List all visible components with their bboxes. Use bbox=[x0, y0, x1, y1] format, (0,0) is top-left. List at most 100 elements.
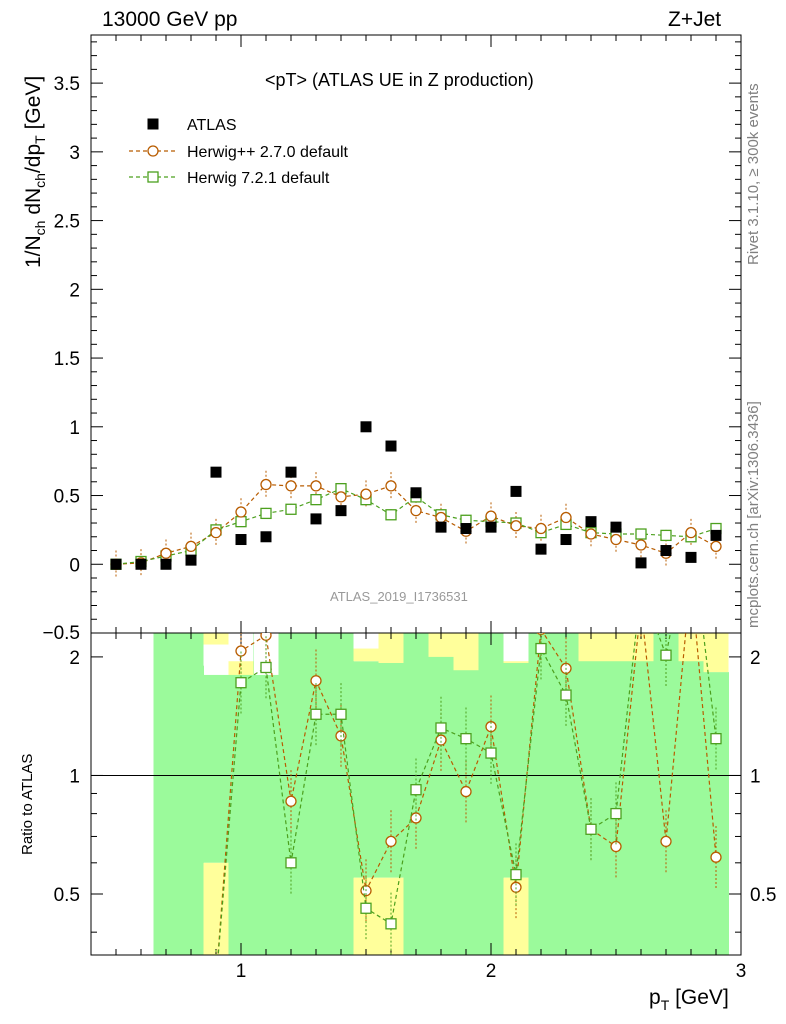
chart-title: <pT> (ATLAS UE in Z production) bbox=[265, 70, 534, 90]
ratio-point bbox=[260, 661, 272, 674]
data-point bbox=[335, 505, 347, 517]
y-tick-label-clipped: −0.5 bbox=[42, 623, 80, 644]
data-point bbox=[260, 478, 272, 491]
ratio-point bbox=[560, 689, 572, 701]
ratio-point bbox=[460, 733, 472, 745]
data-point bbox=[160, 558, 172, 570]
ratio-tick-label-left: 0.5 bbox=[54, 885, 80, 906]
ratio-point bbox=[460, 785, 472, 798]
data-point bbox=[285, 503, 297, 515]
ratio-band-green bbox=[503, 662, 529, 878]
ratio-band-green bbox=[628, 633, 654, 955]
data-point bbox=[285, 480, 297, 492]
data-point bbox=[585, 528, 597, 540]
data-point bbox=[185, 540, 197, 553]
data-point bbox=[310, 480, 322, 492]
data-point bbox=[385, 480, 397, 492]
data-point bbox=[235, 506, 247, 518]
ratio-point bbox=[535, 642, 547, 655]
ratio-point bbox=[410, 812, 422, 824]
ratio-band-gap bbox=[353, 633, 379, 649]
ratio-band-green bbox=[153, 633, 179, 955]
ratio-band-yellow bbox=[203, 862, 229, 955]
ratio-band-green bbox=[478, 633, 504, 955]
ratio-band-green bbox=[578, 633, 604, 955]
data-point bbox=[310, 513, 322, 525]
data-point bbox=[560, 511, 572, 524]
data-point bbox=[385, 440, 397, 452]
data-point bbox=[185, 554, 197, 566]
data-point bbox=[560, 534, 572, 546]
data-point bbox=[360, 421, 372, 433]
data-point bbox=[260, 531, 272, 543]
ratio-band-green bbox=[678, 633, 704, 955]
data-point bbox=[510, 520, 522, 532]
ratio-band-green bbox=[703, 672, 729, 955]
ratio-band-green bbox=[603, 633, 629, 955]
ratio-point bbox=[335, 708, 347, 720]
data-point bbox=[660, 529, 672, 542]
ratio-band-green bbox=[253, 674, 279, 955]
ratio-point bbox=[385, 835, 397, 848]
ratio-band-green bbox=[203, 674, 229, 863]
legend-label: ATLAS bbox=[187, 117, 237, 134]
ratio-point bbox=[710, 851, 722, 863]
rivet-version-label: Rivet 3.1.10, ≥ 300k events bbox=[745, 83, 762, 265]
y-tick-label: 3.5 bbox=[54, 74, 80, 95]
y-tick-label: 0 bbox=[69, 555, 80, 576]
ratio-band-green bbox=[653, 633, 679, 955]
y-tick-label: 1 bbox=[69, 418, 80, 439]
ratio-point bbox=[435, 722, 447, 734]
data-point bbox=[485, 510, 497, 522]
watermark: ATLAS_2019_I1736531 bbox=[330, 589, 468, 604]
data-point bbox=[260, 507, 272, 520]
data-point bbox=[460, 523, 472, 535]
data-point bbox=[335, 491, 347, 503]
ratio-tick-label-left: 2 bbox=[69, 648, 80, 669]
y-tick-label: 3 bbox=[69, 143, 80, 164]
data-point bbox=[160, 547, 172, 559]
energy-label: 13000 GeV pp bbox=[102, 8, 238, 31]
data-point bbox=[710, 540, 722, 553]
data-point bbox=[635, 528, 647, 540]
ratio-band-green bbox=[428, 633, 454, 955]
legend-label: Herwig 7.2.1 default bbox=[187, 170, 330, 187]
ratio-tick-label-right: 2 bbox=[750, 648, 761, 669]
ratio-point bbox=[235, 677, 247, 689]
ratio-point bbox=[510, 868, 522, 881]
legend-label: Herwig++ 2.7.0 default bbox=[187, 144, 349, 161]
data-point bbox=[410, 487, 422, 499]
source-label: mcplots.cern.ch [arXiv:1306.3436] bbox=[745, 401, 762, 628]
ratio-band-green bbox=[528, 633, 554, 955]
ratio-band-yellow bbox=[428, 633, 454, 657]
x-tick-label: 2 bbox=[486, 961, 497, 982]
data-point bbox=[435, 511, 447, 524]
data-point bbox=[110, 558, 122, 570]
data-point bbox=[710, 529, 722, 541]
y-tick-label: 2 bbox=[69, 280, 80, 301]
ratio-marks bbox=[215, 633, 722, 955]
ratio-point bbox=[285, 795, 297, 807]
legend: ATLAS Herwig++ 2.7.0 default Herwig 7.2.1 … bbox=[129, 117, 349, 187]
data-point bbox=[210, 466, 222, 478]
data-point bbox=[135, 558, 147, 570]
data-point bbox=[685, 526, 697, 539]
data-point bbox=[660, 545, 672, 557]
data-point bbox=[585, 516, 597, 528]
ratio-tick-label-right: 0.5 bbox=[750, 885, 776, 906]
ratio-point bbox=[310, 708, 322, 720]
ratio-point bbox=[710, 733, 722, 745]
data-point bbox=[685, 551, 697, 563]
y-axis-title: 1/Nch dNch/dpT [GeV] bbox=[22, 76, 48, 268]
legend-marker bbox=[147, 145, 159, 157]
x-tick-label: 1 bbox=[236, 961, 247, 982]
ratio-point bbox=[310, 675, 322, 687]
ratio-point bbox=[235, 645, 247, 657]
data-point bbox=[510, 485, 522, 497]
ratio-band-green bbox=[328, 633, 354, 955]
data-marks bbox=[110, 421, 722, 955]
ratio-point bbox=[660, 649, 672, 661]
legend-marker bbox=[147, 118, 159, 130]
ratio-uncertainty-bands bbox=[153, 633, 729, 955]
